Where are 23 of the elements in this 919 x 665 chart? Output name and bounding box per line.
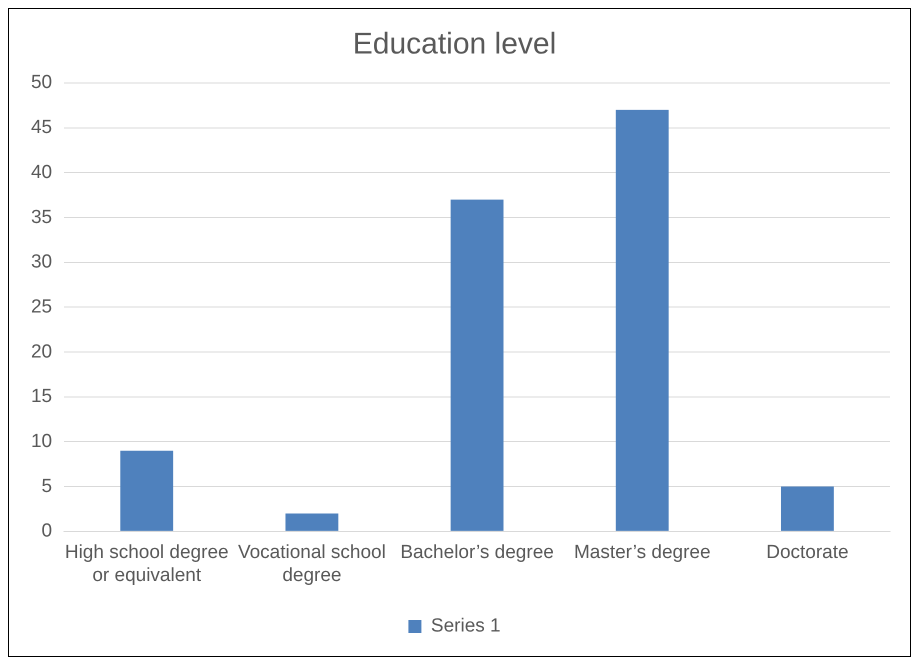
y-tick-label: 0	[42, 520, 52, 542]
legend-label: Series 1	[430, 616, 501, 637]
x-tick-label: Master’s degree	[574, 542, 711, 564]
chart-title: Education level	[352, 27, 556, 60]
y-tick-label: 5	[42, 476, 52, 497]
bar	[285, 513, 338, 531]
x-tick-label: Bachelor’s degree	[400, 542, 554, 564]
y-tick-label: 25	[30, 296, 52, 318]
bar	[450, 200, 504, 531]
bar	[616, 110, 669, 531]
y-tick-label: 20	[30, 341, 52, 362]
y-tick-label: 35	[30, 206, 52, 228]
x-tick-label: Doctorate	[766, 542, 849, 564]
y-tick-label: 50	[30, 72, 52, 94]
bar	[780, 486, 834, 531]
bar	[120, 450, 174, 531]
y-tick-label: 40	[30, 162, 52, 183]
x-tick-label: Vocational school degree	[238, 542, 386, 586]
x-tick-label: High school degree or equivalent	[64, 542, 229, 586]
y-tick-label: 15	[30, 386, 52, 408]
y-tick-label: 30	[30, 252, 52, 273]
y-tick-label: 10	[30, 430, 52, 452]
y-tick-label: 45	[30, 117, 52, 138]
